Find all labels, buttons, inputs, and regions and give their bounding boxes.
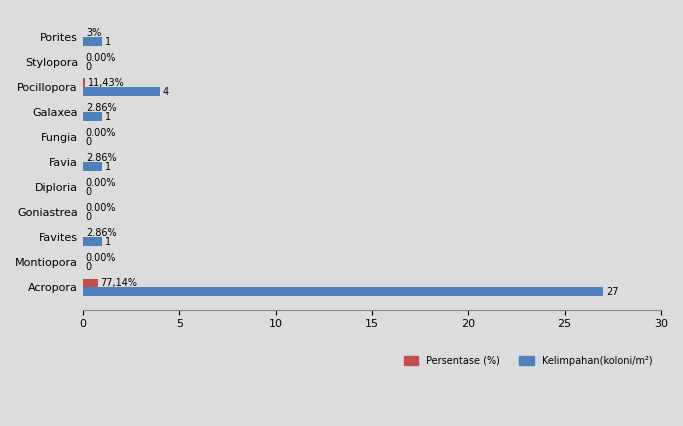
Bar xyxy=(83,288,603,296)
Text: 0.00%: 0.00% xyxy=(86,178,116,188)
Bar xyxy=(83,162,102,171)
Text: 0.00%: 0.00% xyxy=(86,53,116,63)
Text: 0.00%: 0.00% xyxy=(86,253,116,263)
Text: 0.00%: 0.00% xyxy=(86,128,116,138)
Bar xyxy=(83,112,102,121)
Bar xyxy=(83,87,160,96)
Text: 1: 1 xyxy=(105,162,111,172)
Text: 0: 0 xyxy=(86,187,92,197)
Bar xyxy=(83,237,102,246)
Text: 4: 4 xyxy=(163,86,169,97)
Text: 1: 1 xyxy=(105,112,111,122)
Text: 2.86%: 2.86% xyxy=(86,103,117,113)
Text: 0: 0 xyxy=(86,262,92,272)
Bar xyxy=(83,279,98,288)
Text: 3%: 3% xyxy=(86,28,102,38)
Text: 27: 27 xyxy=(606,287,619,297)
Text: 0: 0 xyxy=(86,137,92,147)
Bar xyxy=(83,37,102,46)
Text: 0: 0 xyxy=(86,212,92,222)
Text: 0: 0 xyxy=(86,62,92,72)
Text: 2.86%: 2.86% xyxy=(86,153,117,163)
Bar xyxy=(83,78,85,87)
Text: 1: 1 xyxy=(105,37,111,46)
Legend: Persentase (%), Kelimpahan(koloni/m²): Persentase (%), Kelimpahan(koloni/m²) xyxy=(400,352,656,370)
Text: 0.00%: 0.00% xyxy=(86,203,116,213)
Text: 11,43%: 11,43% xyxy=(88,78,125,88)
Text: 1: 1 xyxy=(105,237,111,247)
Text: 2.86%: 2.86% xyxy=(86,228,117,238)
Text: 77,14%: 77,14% xyxy=(100,278,137,288)
